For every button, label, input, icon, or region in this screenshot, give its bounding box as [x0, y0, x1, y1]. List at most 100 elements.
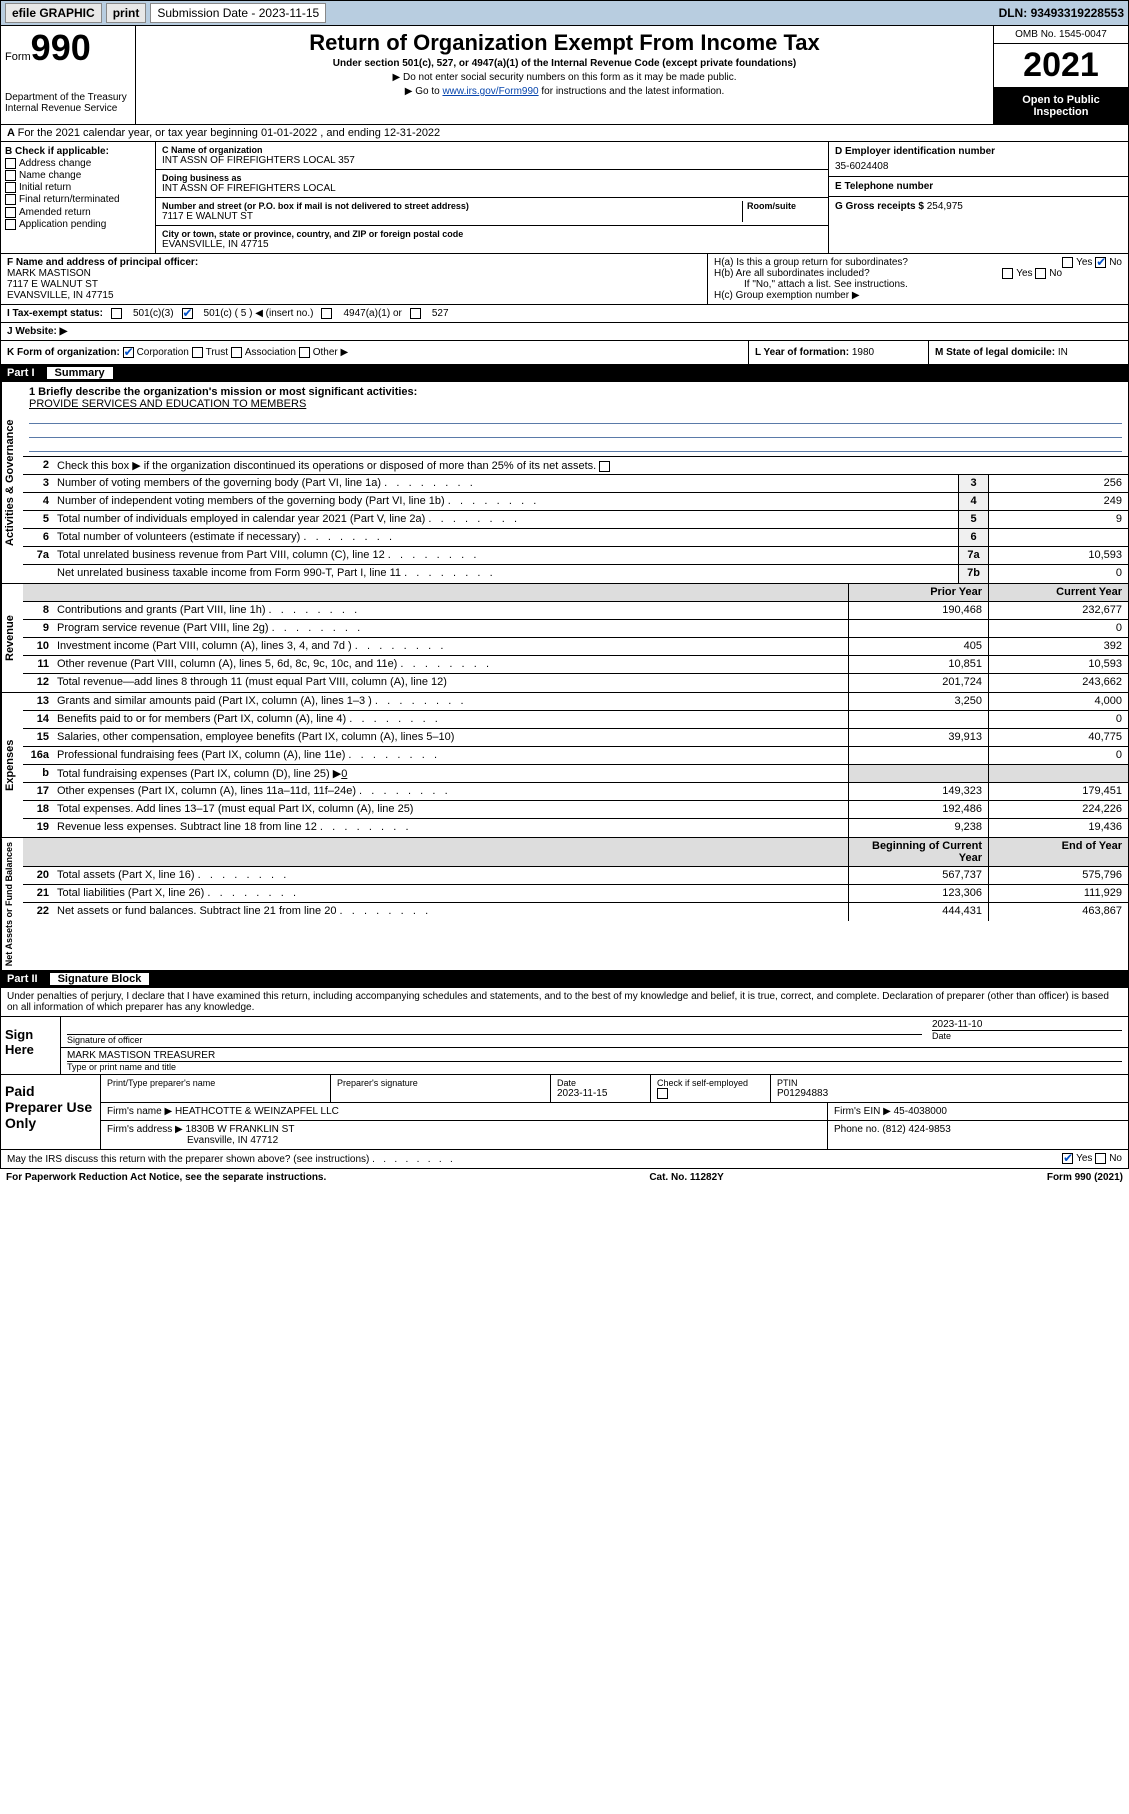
sig-date: 2023-11-10 [932, 1019, 1122, 1030]
cb-address-change[interactable] [5, 158, 16, 169]
line-8-prior: 190,468 [848, 602, 988, 619]
expenses-section: Expenses 13Grants and similar amounts pa… [0, 693, 1129, 838]
cb-line2[interactable] [599, 461, 610, 472]
cb-association[interactable] [231, 347, 242, 358]
sections-deg: D Employer identification number 35-6024… [828, 142, 1128, 253]
paid-preparer-label: Paid Preparer Use Only [1, 1075, 101, 1149]
cb-527[interactable] [410, 308, 421, 319]
cb-discuss-no[interactable] [1095, 1153, 1106, 1164]
line-11-text: Other revenue (Part VIII, column (A), li… [53, 656, 848, 673]
firm-ein: 45-4038000 [894, 1106, 947, 1117]
cb-hb-yes[interactable] [1002, 268, 1013, 279]
year-header-row: Revenue Prior YearCurrent Year 8Contribu… [0, 584, 1129, 693]
cb-amended-return[interactable] [5, 207, 16, 218]
phone-label: E Telephone number [835, 181, 1122, 192]
form-ref: Form 990 (2021) [1047, 1172, 1123, 1183]
line-21-curr: 111,929 [988, 885, 1128, 902]
dba-label: Doing business as [162, 173, 822, 183]
line-19-text: Revenue less expenses. Subtract line 18 … [53, 819, 848, 837]
lbl-association: Association [245, 347, 296, 358]
line-6-text: Total number of volunteers (estimate if … [53, 529, 958, 546]
cb-other[interactable] [299, 347, 310, 358]
end-year-header: End of Year [988, 838, 1128, 866]
signature-declaration: Under penalties of perjury, I declare th… [1, 988, 1128, 1016]
expenses-tab: Expenses [1, 693, 23, 837]
lbl-501c3: 501(c)(3) [133, 308, 174, 319]
cb-corporation[interactable] [123, 347, 134, 358]
instruction-1: ▶ Do not enter social security numbers o… [144, 72, 985, 83]
line-10-prior: 405 [848, 638, 988, 655]
year-formation-label: L Year of formation: [755, 347, 849, 358]
cb-ha-yes[interactable] [1062, 257, 1073, 268]
irs-link[interactable]: www.irs.gov/Form990 [442, 86, 538, 97]
line-22-text: Net assets or fund balances. Subtract li… [53, 903, 848, 921]
firm-phone: (812) 424-9853 [882, 1124, 950, 1135]
line-16a-text: Professional fundraising fees (Part IX, … [53, 747, 848, 764]
hb-yes: Yes [1016, 268, 1032, 279]
gross-receipts-value: 254,975 [927, 201, 963, 212]
cb-discuss-yes[interactable] [1062, 1153, 1073, 1164]
cb-name-change[interactable] [5, 170, 16, 181]
form-org-label: K Form of organization: [7, 347, 120, 358]
section-a-calendar-year: A For the 2021 calendar year, or tax yea… [0, 125, 1129, 142]
line-7b-text: Net unrelated business taxable income fr… [53, 565, 958, 583]
cb-501c[interactable] [182, 308, 193, 319]
cb-ha-no[interactable] [1095, 257, 1106, 268]
prep-date-label: Date [557, 1078, 644, 1088]
prior-year-header: Prior Year [848, 584, 988, 601]
cb-self-employed[interactable] [657, 1088, 668, 1099]
sig-date-label: Date [932, 1030, 1122, 1041]
footer: For Paperwork Reduction Act Notice, see … [0, 1169, 1129, 1186]
part-2-num: Part II [7, 973, 38, 985]
line-4-text: Number of independent voting members of … [53, 493, 958, 510]
signature-block: Under penalties of perjury, I declare th… [0, 988, 1129, 1075]
cb-application-pending[interactable] [5, 219, 16, 230]
efile-button[interactable]: efile GRAPHIC [5, 3, 102, 23]
cb-4947[interactable] [321, 308, 332, 319]
line-21-prior: 123,306 [848, 885, 988, 902]
line-9-text: Program service revenue (Part VIII, line… [53, 620, 848, 637]
part-1-header: Part I Summary [0, 365, 1129, 382]
sig-officer-label: Signature of officer [67, 1035, 922, 1045]
beg-year-header: Beginning of Current Year [848, 838, 988, 866]
print-button[interactable]: print [106, 3, 147, 23]
lbl-name-change: Name change [19, 170, 81, 181]
sig-name-title-label: Type or print name and title [67, 1061, 1122, 1072]
line-21-text: Total liabilities (Part X, line 26) [53, 885, 848, 902]
line-18-prior: 192,486 [848, 801, 988, 818]
line-7a-value: 10,593 [988, 547, 1128, 564]
cb-501c3[interactable] [111, 308, 122, 319]
dept-line-1: Department of the Treasury [5, 92, 131, 103]
cb-initial-return[interactable] [5, 182, 16, 193]
line-10-curr: 392 [988, 638, 1128, 655]
line-8-text: Contributions and grants (Part VIII, lin… [53, 602, 848, 619]
section-f: F Name and address of principal officer:… [1, 254, 708, 304]
addr-label: Number and street (or P.O. box if mail i… [162, 201, 742, 211]
line-15-curr: 40,775 [988, 729, 1128, 746]
part-2-header: Part II Signature Block [0, 971, 1129, 988]
firm-addr-label: Firm's address ▶ [107, 1124, 183, 1135]
prep-sig-label: Preparer's signature [337, 1078, 544, 1088]
form-label: Form [5, 51, 31, 63]
sign-here-label: Sign Here [1, 1017, 61, 1074]
dln-label: DLN: [999, 6, 1031, 20]
line-19-prior: 9,238 [848, 819, 988, 837]
hb-note: If "No," attach a list. See instructions… [714, 279, 1122, 290]
omb-block: OMB No. 1545-0047 2021 Open to Public In… [993, 26, 1128, 124]
line-15-prior: 39,913 [848, 729, 988, 746]
cb-hb-no[interactable] [1035, 268, 1046, 279]
line-3-text: Number of voting members of the governin… [53, 475, 958, 492]
part-1-title: Summary [47, 367, 113, 379]
part-1-num: Part I [7, 367, 35, 379]
line-12-curr: 243,662 [988, 674, 1128, 692]
addr-value: 7117 E WALNUT ST [162, 211, 742, 222]
firm-addr1: 1830B W FRANKLIN ST [186, 1124, 295, 1135]
line-16a-curr: 0 [988, 747, 1128, 764]
domicile-label: M State of legal domicile: [935, 347, 1055, 358]
section-l: L Year of formation: 1980 [748, 341, 928, 364]
domicile-value: IN [1058, 347, 1068, 358]
cb-final-return[interactable] [5, 194, 16, 205]
cb-trust[interactable] [192, 347, 203, 358]
inst2-pre: ▶ Go to [405, 86, 443, 97]
line-9-prior [848, 620, 988, 637]
